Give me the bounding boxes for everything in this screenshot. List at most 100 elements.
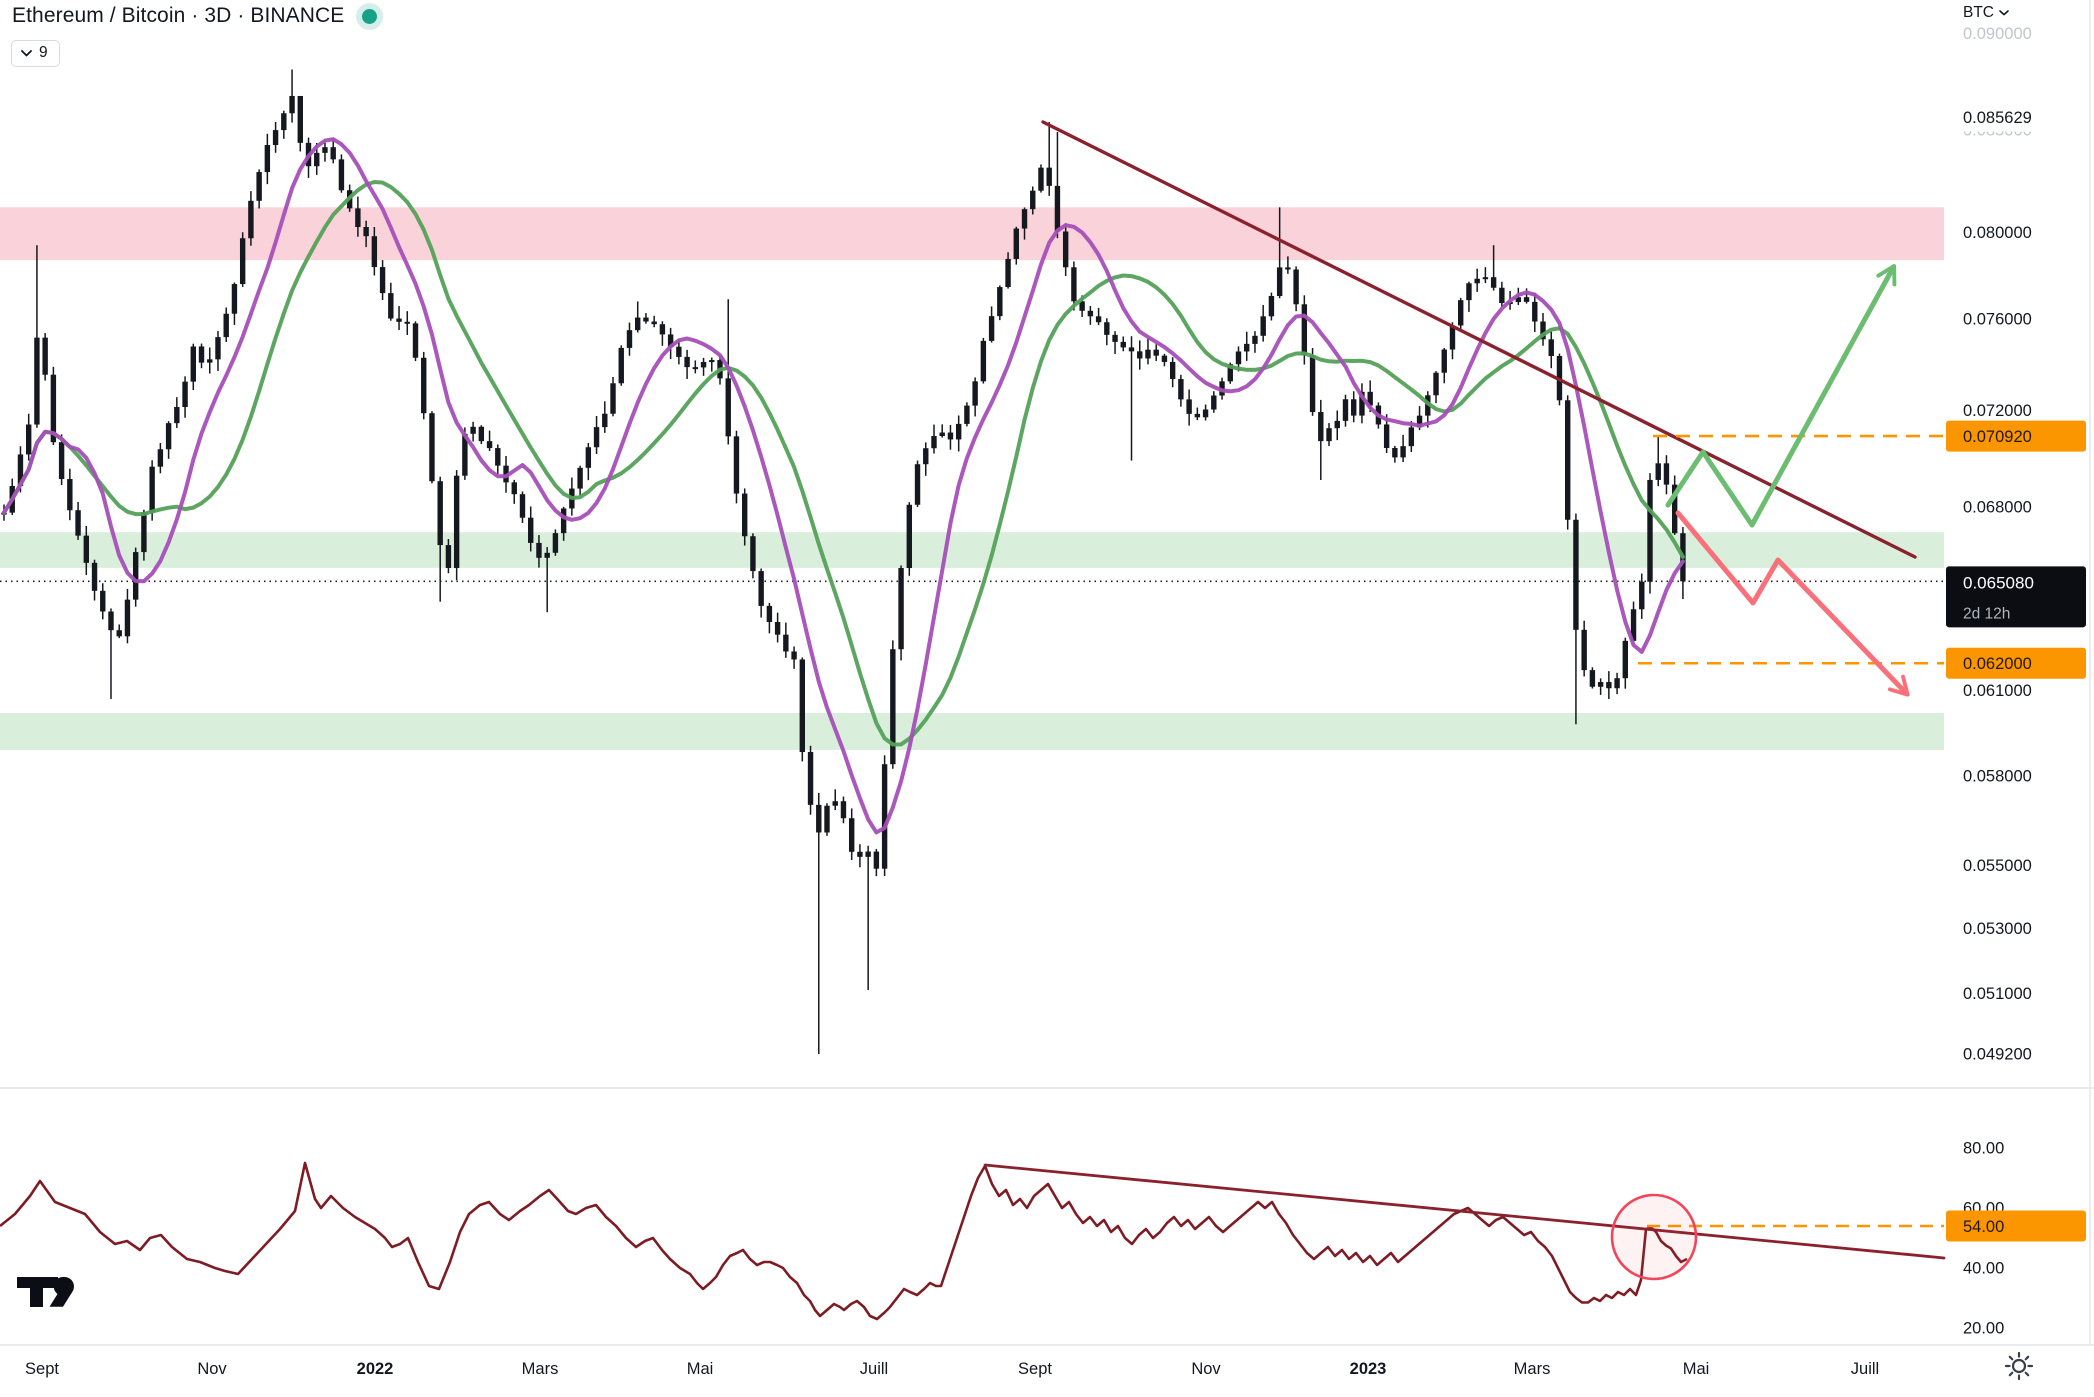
candle bbox=[388, 293, 394, 319]
candle bbox=[1367, 391, 1373, 406]
symbol-title[interactable]: Ethereum / Bitcoin · 3D · BINANCE bbox=[12, 4, 345, 27]
candle bbox=[667, 334, 674, 347]
candle bbox=[1663, 463, 1670, 485]
candle bbox=[157, 449, 164, 467]
candle bbox=[1161, 355, 1168, 362]
candle bbox=[1062, 231, 1069, 268]
candle bbox=[1030, 190, 1036, 210]
candle bbox=[412, 323, 419, 358]
candle bbox=[783, 634, 789, 652]
candle bbox=[174, 407, 180, 424]
candle bbox=[1614, 678, 1620, 689]
indicator-legend-value: 9 bbox=[39, 44, 48, 61]
price-tick-label: 0.080000 bbox=[1963, 224, 2032, 242]
candle bbox=[50, 374, 57, 443]
candle bbox=[1334, 420, 1340, 429]
time-axis-label: Juill bbox=[1851, 1360, 1879, 1378]
rsi-alert-label[interactable]: 54.00 bbox=[1946, 1210, 2086, 1242]
support-zone-1[interactable] bbox=[0, 532, 1944, 568]
candle bbox=[881, 764, 888, 869]
candle bbox=[1227, 364, 1233, 382]
candle bbox=[1013, 228, 1019, 259]
price-axis[interactable]: 0.0900000.0850000.0856290.0800000.076000… bbox=[1946, 25, 2086, 1338]
svg-text:0.065080: 0.065080 bbox=[1963, 573, 2034, 592]
time-axis[interactable]: Sept Nov 2022 Mars Mai Juill Sept Nov 2023 Mars Ma… bbox=[25, 1360, 1879, 1378]
candle bbox=[807, 752, 814, 805]
bearish-projection-arrow[interactable] bbox=[1675, 510, 1910, 697]
candle bbox=[692, 367, 699, 370]
candle bbox=[1046, 167, 1052, 186]
candle bbox=[1655, 463, 1661, 480]
price-tick-label: 0.051000 bbox=[1963, 985, 2032, 1003]
time-axis-label: Mars bbox=[522, 1360, 559, 1378]
time-axis-label: Mai bbox=[687, 1360, 714, 1378]
candle bbox=[132, 552, 139, 600]
rsi-line bbox=[0, 1161, 1688, 1321]
candle bbox=[462, 433, 468, 476]
candle bbox=[116, 630, 122, 637]
candle bbox=[1120, 341, 1126, 348]
candle bbox=[17, 454, 24, 487]
indicator-legend-button[interactable]: 9 bbox=[11, 40, 60, 67]
candle bbox=[83, 535, 89, 563]
candle bbox=[972, 381, 978, 406]
alert-price-label[interactable]: 0.070920 bbox=[1946, 420, 2086, 452]
candle bbox=[955, 423, 962, 440]
candle bbox=[1087, 310, 1094, 317]
candle bbox=[1005, 258, 1011, 288]
candle bbox=[182, 381, 188, 408]
candle bbox=[58, 442, 65, 480]
candle bbox=[931, 436, 937, 449]
candle bbox=[552, 533, 559, 553]
candle bbox=[758, 571, 764, 606]
candle bbox=[1548, 339, 1554, 356]
candle bbox=[281, 113, 287, 131]
candle bbox=[1293, 269, 1299, 305]
resistance-zone[interactable] bbox=[0, 207, 1944, 261]
candle bbox=[1194, 413, 1201, 418]
candle bbox=[1318, 412, 1324, 442]
candle bbox=[528, 517, 534, 543]
rsi-tick-label: 80.00 bbox=[1963, 1140, 2004, 1158]
candle bbox=[923, 448, 929, 465]
candle bbox=[618, 347, 624, 384]
candle bbox=[832, 801, 838, 806]
candle bbox=[848, 818, 855, 852]
tradingview-logo-icon[interactable] bbox=[17, 1276, 75, 1307]
support-zone-2[interactable] bbox=[0, 713, 1944, 750]
candle bbox=[898, 568, 904, 650]
candle bbox=[338, 159, 345, 191]
candle bbox=[1474, 278, 1480, 284]
candle bbox=[1038, 167, 1044, 191]
price-trendline[interactable] bbox=[1041, 120, 1917, 559]
candle bbox=[1309, 355, 1316, 413]
candle bbox=[857, 851, 863, 857]
candle bbox=[1532, 301, 1538, 322]
candle bbox=[939, 432, 945, 437]
price-tick-label: 0.053000 bbox=[1963, 920, 2032, 938]
candle bbox=[964, 405, 970, 424]
rsi-trendline[interactable] bbox=[983, 1163, 1946, 1260]
market-status-dot bbox=[362, 8, 378, 24]
candle bbox=[165, 423, 172, 450]
settings-gear-icon[interactable] bbox=[2004, 1351, 2034, 1381]
candle bbox=[67, 479, 73, 511]
candle bbox=[1359, 391, 1365, 416]
candle bbox=[635, 317, 641, 331]
candle bbox=[947, 432, 954, 440]
chevron-down-icon bbox=[1999, 10, 2009, 16]
current-price-label: 0.065080 2d 12h bbox=[1946, 566, 2086, 628]
price-tick-label: 0.076000 bbox=[1963, 311, 2032, 329]
candle bbox=[709, 360, 715, 363]
alert-price-label[interactable]: 0.062000 bbox=[1946, 647, 2086, 679]
candle bbox=[610, 383, 616, 414]
price-scale-currency-button[interactable]: BTC bbox=[1963, 4, 2009, 22]
candle bbox=[231, 284, 238, 314]
bullish-projection-arrow[interactable] bbox=[1665, 264, 1897, 528]
candle bbox=[1416, 415, 1423, 428]
candle bbox=[190, 346, 196, 382]
svg-text:0.062000: 0.062000 bbox=[1963, 655, 2032, 673]
candle bbox=[1079, 301, 1085, 311]
rsi-highlight-circle[interactable] bbox=[1610, 1193, 1698, 1281]
